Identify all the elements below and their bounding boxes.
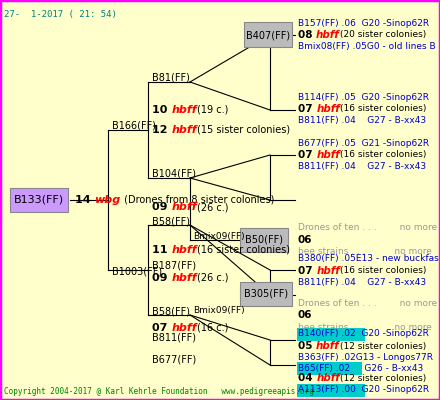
Text: (26 c.): (26 c.) (197, 273, 228, 283)
Text: 11: 11 (152, 245, 171, 255)
Text: 27-  1-2017 ( 21: 54): 27- 1-2017 ( 21: 54) (4, 10, 117, 19)
Text: (12 sister colonies): (12 sister colonies) (340, 342, 426, 350)
Text: B363(FF) .02G13 - Longos77R: B363(FF) .02G13 - Longos77R (298, 354, 433, 362)
Text: B380(FF) .05E13 - new buckfas: B380(FF) .05E13 - new buckfas (298, 254, 439, 264)
Text: 04: 04 (298, 373, 316, 383)
Text: hbff: hbff (171, 105, 197, 115)
Text: 07: 07 (298, 150, 316, 160)
Text: B811(FF): B811(FF) (152, 333, 196, 343)
Text: B65(FF) .02     G26 - B-xx43: B65(FF) .02 G26 - B-xx43 (298, 364, 423, 372)
Text: bee strains . . .          no more: bee strains . . . no more (298, 248, 432, 256)
Text: (16 sister colonies): (16 sister colonies) (340, 104, 426, 114)
Text: B50(FF): B50(FF) (245, 235, 283, 245)
Text: hbff: hbff (316, 104, 340, 114)
Text: B811(FF) .04    G27 - B-xx43: B811(FF) .04 G27 - B-xx43 (298, 278, 426, 288)
Text: 06: 06 (298, 310, 312, 320)
Text: A113(FF) .00  G20 -Sinop62R: A113(FF) .00 G20 -Sinop62R (298, 386, 429, 394)
Text: (Drones from 8 sister colonies): (Drones from 8 sister colonies) (121, 195, 274, 205)
Text: 09: 09 (152, 202, 171, 212)
Bar (297, 384, 365, 397)
Text: Copyright 2004-2017 @ Karl Kehrle Foundation   www.pedigreeapis.org: Copyright 2004-2017 @ Karl Kehrle Founda… (4, 387, 314, 396)
Text: hbff: hbff (316, 341, 340, 351)
Bar (240, 282, 292, 306)
Text: (16 sister colonies): (16 sister colonies) (340, 150, 426, 160)
Text: B811(FF) .04    G27 - B-xx43: B811(FF) .04 G27 - B-xx43 (298, 116, 426, 126)
Bar (297, 328, 365, 341)
Text: B677(FF) .05  G21 -Sinop62R: B677(FF) .05 G21 -Sinop62R (298, 138, 429, 148)
Text: B677(FF): B677(FF) (152, 355, 196, 365)
Text: wbg: wbg (95, 195, 121, 205)
Text: B811(FF) .04    G27 - B-xx43: B811(FF) .04 G27 - B-xx43 (298, 162, 426, 172)
Bar (10, 188, 68, 212)
Text: B133(FF): B133(FF) (14, 195, 64, 205)
Bar (297, 362, 362, 375)
Text: 14: 14 (75, 195, 95, 205)
Text: Bmix09(FF): Bmix09(FF) (193, 306, 245, 314)
Text: 06: 06 (298, 235, 312, 245)
Text: B305(FF): B305(FF) (244, 289, 288, 299)
Text: B58(FF): B58(FF) (152, 217, 190, 227)
Text: 07: 07 (298, 266, 316, 276)
Text: B166(FF): B166(FF) (112, 120, 156, 130)
Text: (12 sister colonies): (12 sister colonies) (340, 374, 426, 382)
Text: B104(FF): B104(FF) (152, 169, 196, 179)
Text: hbff: hbff (316, 150, 340, 160)
Text: hbff: hbff (316, 373, 340, 383)
Text: bee strains . . .          no more: bee strains . . . no more (298, 322, 432, 332)
Text: hbff: hbff (171, 125, 197, 135)
Text: B187(FF): B187(FF) (152, 260, 196, 270)
Text: hbff: hbff (316, 30, 340, 40)
Text: 07: 07 (152, 323, 171, 333)
Text: B140(FF) .02  G20 -Sinop62R: B140(FF) .02 G20 -Sinop62R (298, 330, 429, 338)
Text: 07: 07 (298, 104, 316, 114)
Text: 05: 05 (298, 341, 316, 351)
Text: (15 sister colonies): (15 sister colonies) (197, 125, 290, 135)
Text: hbff: hbff (171, 323, 197, 333)
Text: B81(FF): B81(FF) (152, 73, 190, 83)
Text: 12: 12 (152, 125, 171, 135)
Text: (19 c.): (19 c.) (197, 105, 228, 115)
Text: (20 sister colonies): (20 sister colonies) (340, 30, 426, 40)
Text: Bmix09(FF): Bmix09(FF) (193, 232, 245, 240)
Text: Drones of ten . . .        no more: Drones of ten . . . no more (298, 224, 437, 232)
Text: B407(FF): B407(FF) (246, 30, 290, 40)
Text: hbff: hbff (316, 266, 340, 276)
Bar (240, 228, 288, 252)
Text: 10: 10 (152, 105, 171, 115)
Text: 09: 09 (152, 273, 171, 283)
Text: B114(FF) .05  G20 -Sinop62R: B114(FF) .05 G20 -Sinop62R (298, 92, 429, 102)
Text: hbff: hbff (171, 245, 197, 255)
Text: 08: 08 (298, 30, 316, 40)
Text: Bmix08(FF) .05G0 - old lines B: Bmix08(FF) .05G0 - old lines B (298, 42, 436, 52)
Text: (16 sister colonies): (16 sister colonies) (197, 245, 290, 255)
Bar (244, 22, 292, 47)
Text: (16 c.): (16 c.) (197, 323, 228, 333)
Text: B58(FF): B58(FF) (152, 307, 190, 317)
Text: B1003(FF): B1003(FF) (112, 267, 162, 277)
Text: hbff: hbff (171, 202, 197, 212)
Text: Drones of ten . . .        no more: Drones of ten . . . no more (298, 298, 437, 308)
Text: (16 sister colonies): (16 sister colonies) (340, 266, 426, 276)
Text: hbff: hbff (171, 273, 197, 283)
Text: B157(FF) .06  G20 -Sinop62R: B157(FF) .06 G20 -Sinop62R (298, 18, 429, 28)
Text: (26 c.): (26 c.) (197, 202, 228, 212)
